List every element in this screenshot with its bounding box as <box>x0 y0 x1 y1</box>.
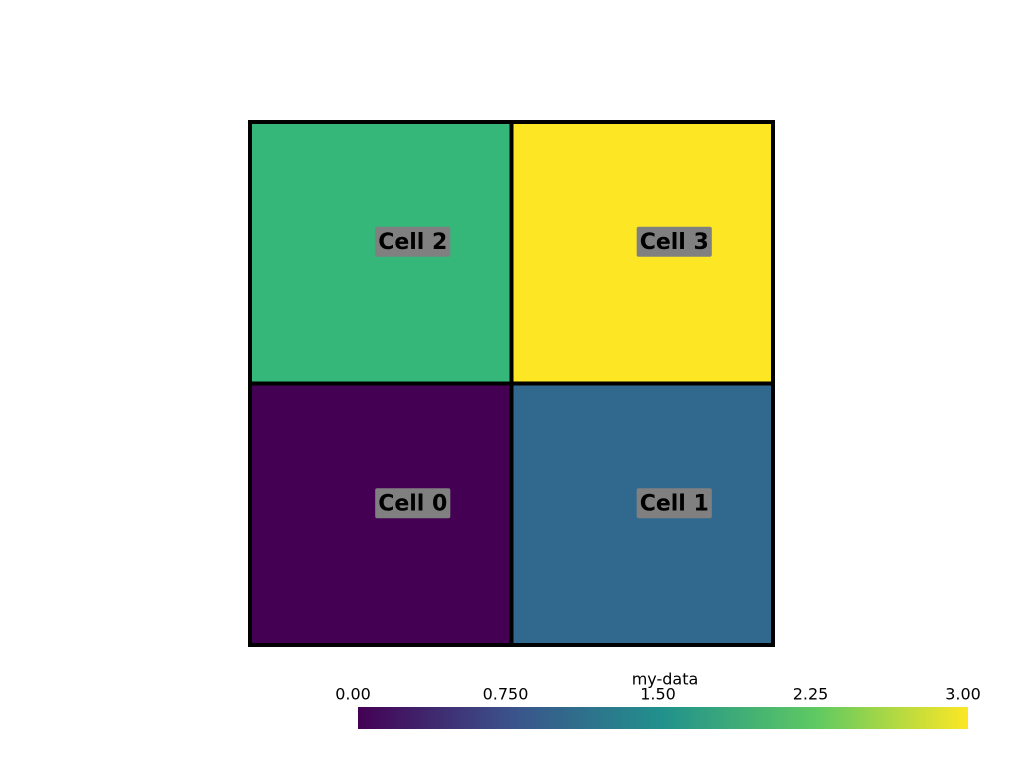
colorbar-title: my-data <box>632 670 699 689</box>
cell-label: Cell 1 <box>640 491 709 516</box>
cell-label-bg <box>375 488 451 519</box>
colorbar-tick-label: 2.25 <box>793 685 829 704</box>
cell-label: Cell 2 <box>378 230 447 255</box>
cell-label-bg <box>375 226 451 257</box>
cell-label: Cell 3 <box>640 230 709 255</box>
colorbar-tick-label: 0.750 <box>483 685 529 704</box>
cell <box>509 381 775 647</box>
cell-label-bg <box>636 488 712 519</box>
cell-label: Cell 0 <box>378 491 447 516</box>
colorbar <box>358 707 968 729</box>
colorbar-tick-label: 1.50 <box>640 685 676 704</box>
colorbar-tick-label: 0.00 <box>335 685 371 704</box>
colorbar-tick-label: 3.00 <box>945 685 981 704</box>
cell-label-bg <box>636 226 712 257</box>
